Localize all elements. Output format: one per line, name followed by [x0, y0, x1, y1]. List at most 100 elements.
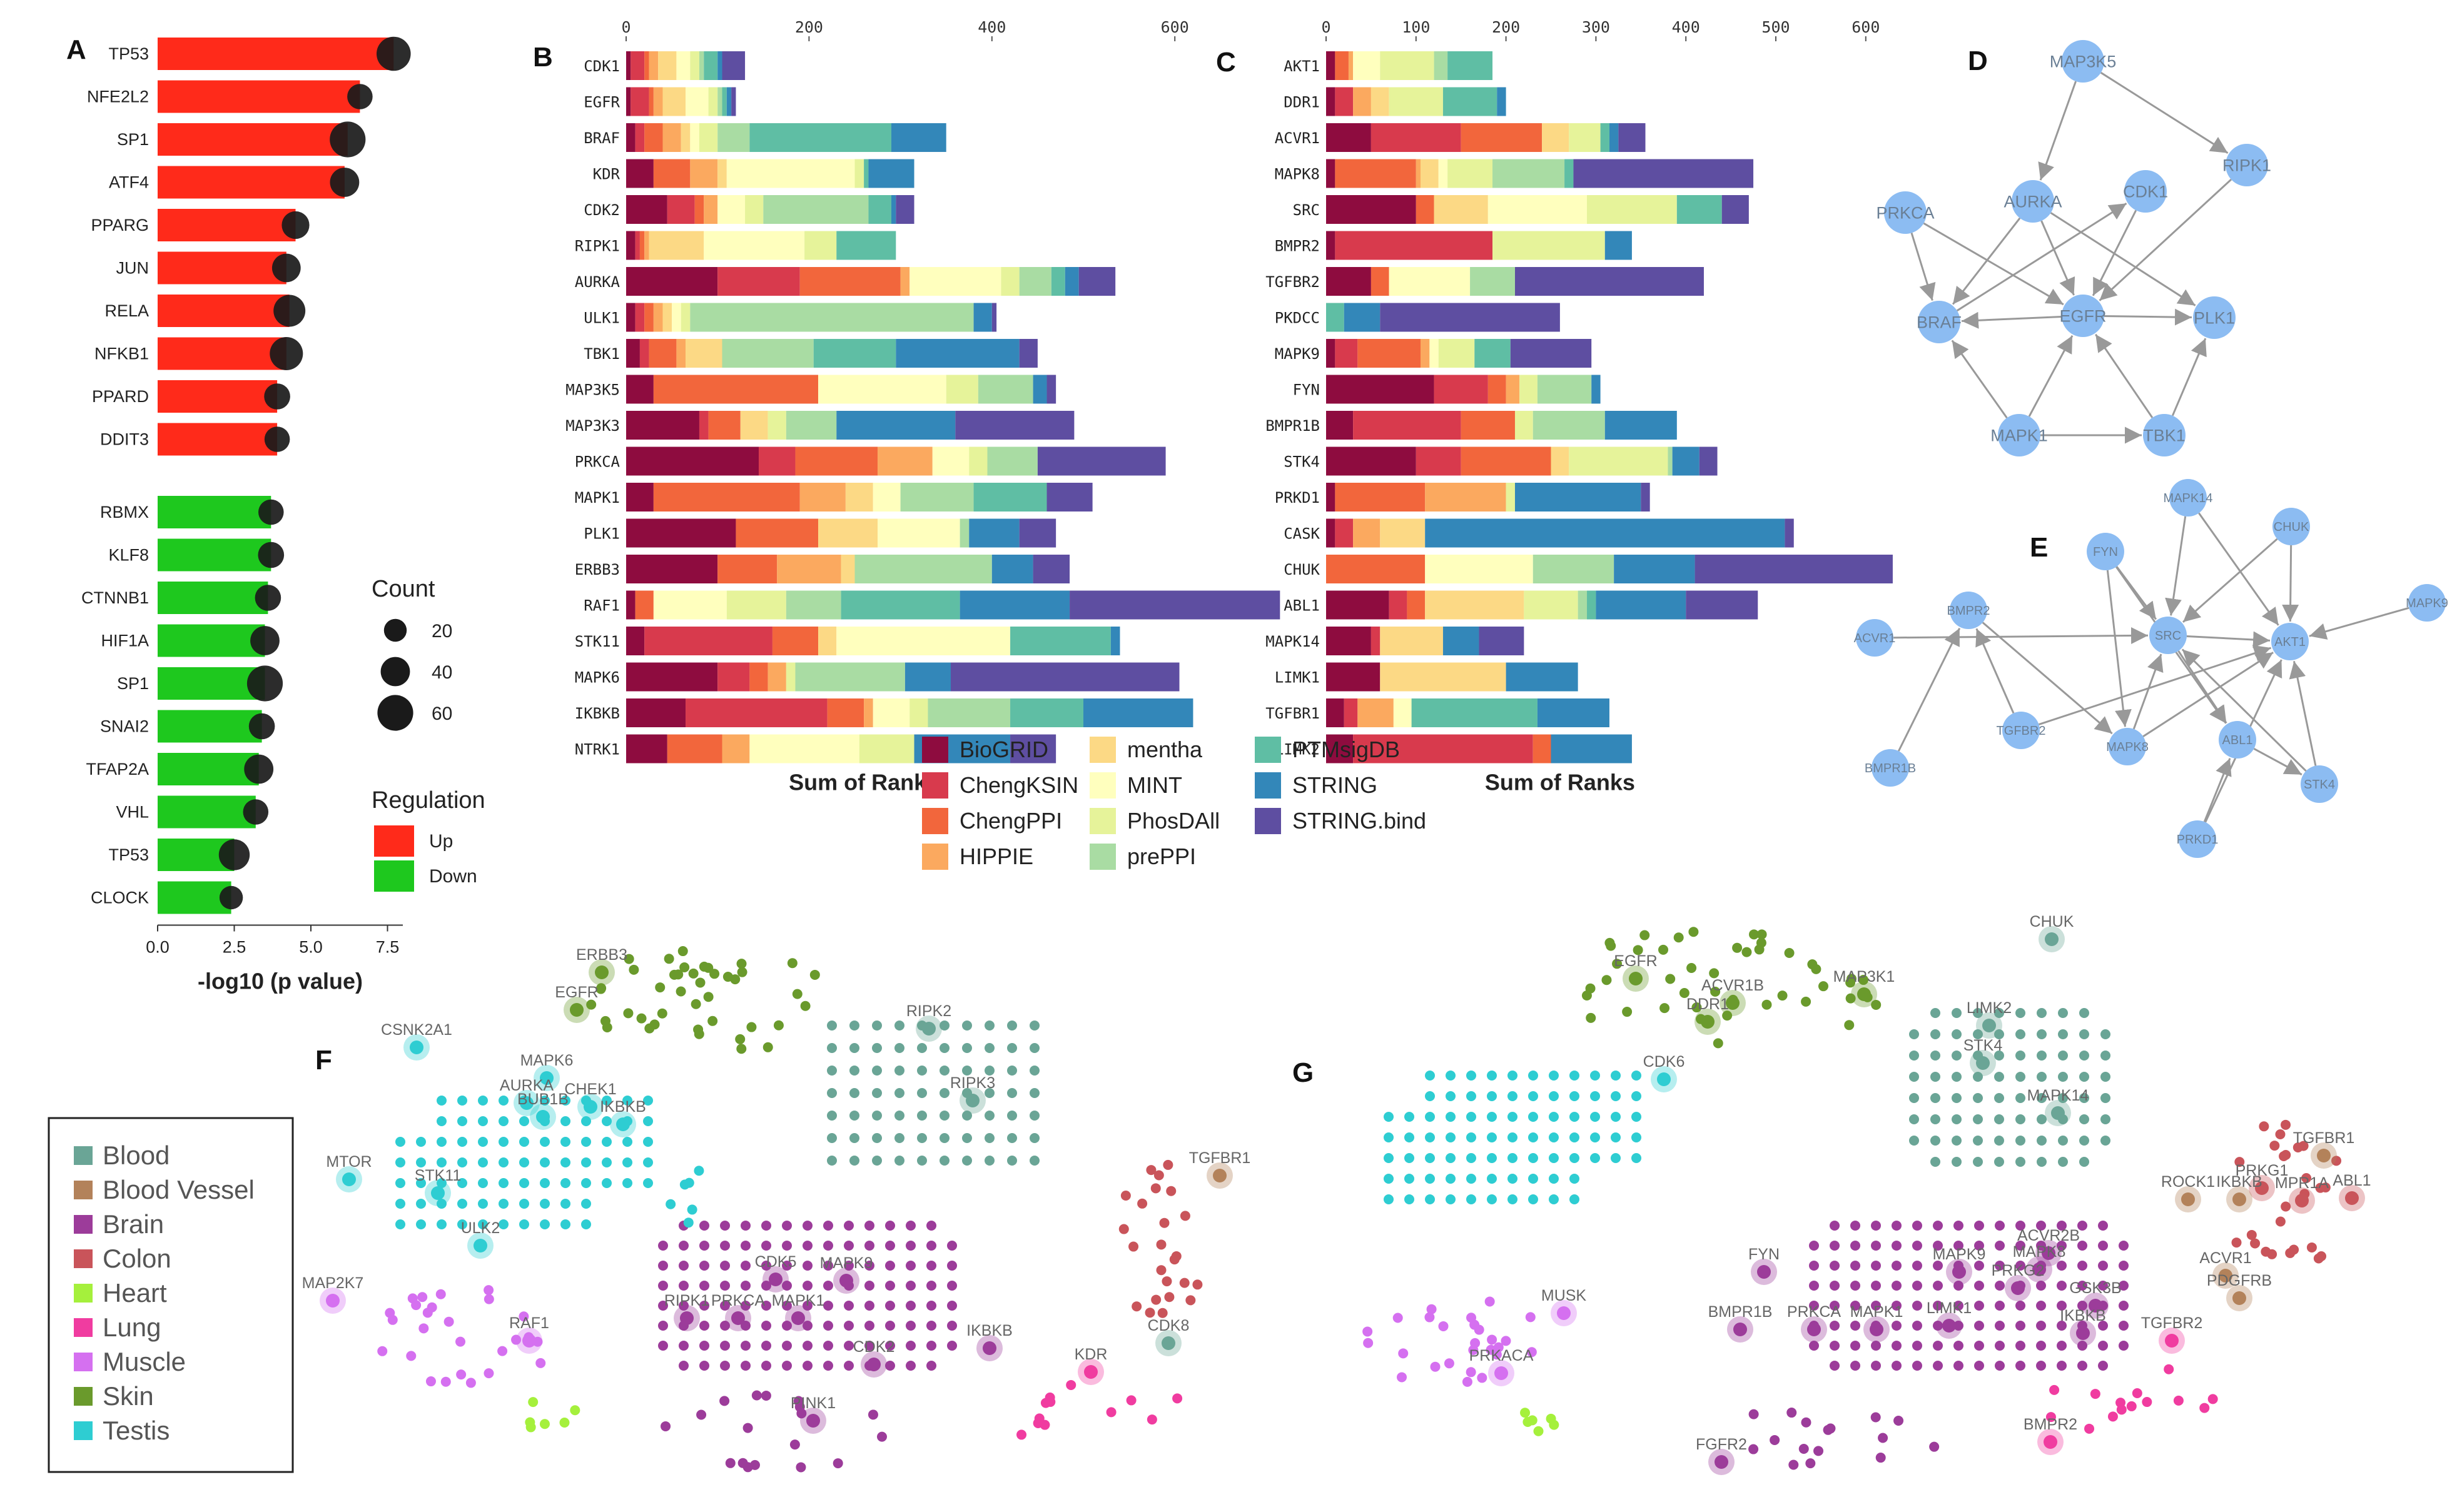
- tissue-node: [2036, 1301, 2046, 1311]
- tissue-node: [499, 1116, 509, 1126]
- tissue-node: [2275, 1129, 2286, 1140]
- tissue-node: [2057, 1261, 2067, 1271]
- tissue-node: [1526, 1347, 1537, 1358]
- tissue-node: [793, 1396, 804, 1406]
- network-node-label: MAPK9: [2406, 597, 2448, 610]
- tissue-node: [586, 999, 597, 1010]
- tissue-node: [1995, 1321, 2005, 1331]
- x-tick-label: 5.0: [299, 938, 323, 957]
- tissue-node: [1688, 927, 1699, 937]
- tissue-node: [926, 1261, 936, 1271]
- segment-phosdall: [1519, 375, 1537, 404]
- tissue-node: [2015, 1361, 2025, 1371]
- tissue-node: [940, 1088, 950, 1098]
- tick-label: VHL: [116, 803, 149, 822]
- tissue-node: [2275, 1216, 2286, 1227]
- segment-mentha: [845, 483, 873, 512]
- source-legend-swatch: [922, 737, 948, 763]
- segment-hippie: [864, 698, 873, 727]
- segment-chengksin: [1335, 87, 1354, 116]
- segment-chengppi: [1416, 195, 1434, 224]
- segment-chengksin: [686, 698, 828, 727]
- tick-label: PPARG: [91, 216, 149, 234]
- segment-mint: [676, 51, 691, 80]
- tissue-node: [540, 1137, 550, 1147]
- tissue-node: [1994, 1029, 2004, 1039]
- segment-chengksin: [1434, 375, 1488, 404]
- segment-mint: [686, 87, 709, 116]
- panel-letter-g: G: [1292, 1057, 1314, 1088]
- tissue-node: [1425, 1153, 1435, 1163]
- gene-label: MAPK8: [2013, 1243, 2066, 1261]
- tissue-node: [2015, 1008, 2025, 1018]
- tissue-node: [823, 1261, 833, 1271]
- tissue-node: [1466, 1194, 1476, 1204]
- tissue-node: [1501, 1336, 1511, 1346]
- segment-mentha: [818, 627, 837, 655]
- tissue-node: [2057, 1281, 2067, 1291]
- tissue-node: [1549, 1132, 1559, 1142]
- tissue-node: [1030, 1066, 1040, 1076]
- gene-label: FYN: [1748, 1246, 1780, 1263]
- tissue-node: [1933, 1261, 1943, 1271]
- tick-label: RAF1: [584, 597, 620, 615]
- highlight-node: [584, 1100, 597, 1114]
- tissue-node: [693, 1024, 704, 1035]
- tick-label: PRKD1: [1275, 489, 1320, 507]
- tissue-node: [1892, 1221, 1902, 1231]
- segment-biogrid: [626, 518, 736, 548]
- tissue-node: [864, 1221, 874, 1231]
- tissue-node: [519, 1311, 529, 1322]
- tissue-node: [560, 1157, 570, 1167]
- tissue-node: [679, 1261, 689, 1271]
- segment-phosdall: [726, 590, 786, 620]
- tissue-node: [864, 1321, 874, 1331]
- network-node-label: ABL1: [2222, 733, 2253, 747]
- tissue-node: [1801, 996, 1811, 1007]
- tissue-node: [1909, 1051, 1919, 1061]
- tissue-node: [1995, 1241, 2005, 1251]
- tissue-node: [1658, 944, 1669, 955]
- tissue-node: [377, 1346, 388, 1356]
- tissue-node: [570, 1405, 580, 1416]
- tissue-node: [437, 1199, 447, 1209]
- network-edge: [2092, 209, 2137, 296]
- tissue-node: [849, 1021, 859, 1031]
- highlight-node: [474, 1239, 487, 1252]
- segment-mint: [836, 627, 1011, 655]
- tissue-node: [1994, 1072, 2004, 1082]
- segment-preppi: [1434, 51, 1448, 80]
- tissue-node: [1811, 964, 1821, 974]
- highlight-node: [1657, 1072, 1671, 1086]
- tick-label: AKT1: [1284, 58, 1320, 75]
- tissue-node: [2036, 1341, 2046, 1351]
- tissue-node: [1995, 1341, 2005, 1351]
- highlight-node: [2232, 1192, 2246, 1206]
- segment-mint: [690, 123, 699, 152]
- segment-ptmsigdb: [1474, 339, 1511, 368]
- tissue-node: [1875, 1453, 1886, 1463]
- segment-biogrid: [626, 267, 718, 296]
- highlight-node: [595, 965, 609, 979]
- tissue-node: [1994, 1051, 2004, 1061]
- tissue-node: [894, 1066, 904, 1076]
- network-node-label: STK4: [2304, 778, 2335, 792]
- tissue-node: [658, 1301, 668, 1311]
- tissue-node: [926, 1221, 936, 1231]
- gene-label: CDK8: [1148, 1317, 1190, 1334]
- tissue-node: [1030, 1156, 1040, 1166]
- tissue-node: [1162, 1276, 1172, 1287]
- segment-chengppi: [749, 662, 768, 692]
- tissue-node: [1912, 1301, 1922, 1311]
- source-legend-swatch: [1255, 772, 1281, 799]
- tissue-node: [2098, 1321, 2108, 1331]
- tissue-node: [602, 1137, 612, 1147]
- tissue-node: [519, 1137, 529, 1147]
- tissue-node: [1756, 929, 1767, 940]
- segment-chengppi: [736, 518, 819, 548]
- count-legend-label: 40: [432, 662, 452, 683]
- tick-label: CTNNB1: [81, 588, 149, 607]
- tissue-node: [1748, 1409, 1759, 1419]
- segment-string.bind: [1618, 123, 1646, 152]
- highlight-node: [769, 1273, 783, 1286]
